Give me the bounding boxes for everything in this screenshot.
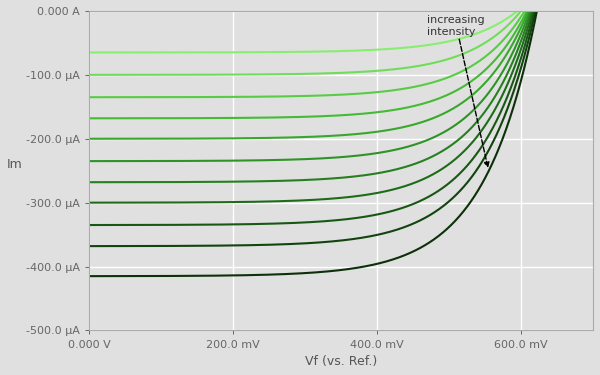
Text: increasing
intensity: increasing intensity [427,15,489,166]
X-axis label: Vf (vs. Ref.): Vf (vs. Ref.) [305,355,377,368]
Y-axis label: Im: Im [7,158,23,171]
